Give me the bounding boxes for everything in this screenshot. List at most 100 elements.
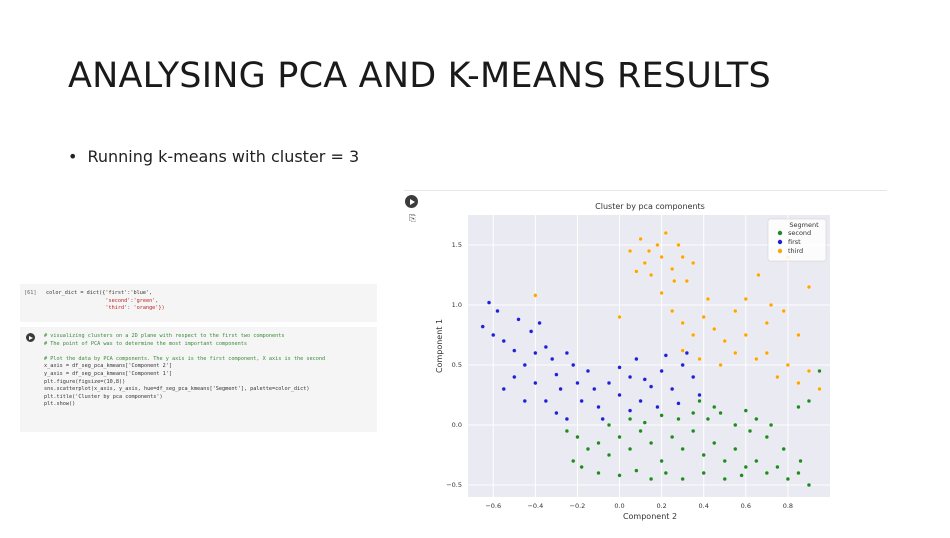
data-point-second — [579, 464, 584, 470]
data-point-first — [486, 300, 492, 305]
code-cell-color-dict[interactable]: [61] color_dict = dict({'first':'blue', … — [20, 284, 377, 322]
x-tick-label: −0.2 — [570, 502, 586, 510]
code-line: x_axis = df_seg_pca_kmeans['Component 2'… — [44, 363, 173, 370]
data-point-first — [564, 350, 570, 356]
data-point-second — [722, 476, 727, 482]
data-point-first — [579, 398, 584, 404]
data-point-third — [722, 338, 727, 344]
bullet-item: • Running k-means with cluster = 3 — [68, 147, 359, 166]
x-tick-label: 0.2 — [656, 502, 666, 510]
data-point-second — [754, 458, 759, 464]
data-point-first — [617, 392, 622, 398]
legend-entry: third — [788, 247, 803, 255]
data-point-second — [712, 440, 717, 446]
data-point-second — [642, 420, 647, 425]
legend-box — [767, 218, 827, 262]
code-line: # Plot the data by PCA components. The y… — [44, 355, 326, 362]
data-point-second — [739, 473, 744, 478]
data-point-first — [627, 408, 633, 413]
data-point-second — [701, 470, 706, 476]
data-point-third — [743, 296, 749, 302]
output-toggle-icon[interactable]: ⎘ — [409, 213, 417, 223]
data-point-first — [512, 374, 517, 380]
data-point-first — [501, 386, 506, 392]
data-point-first — [522, 398, 528, 404]
x-axis-label: Component 2 — [623, 512, 677, 521]
code-cell-scatterplot[interactable]: # visualizing clusters on a 2D plane wit… — [20, 327, 377, 432]
legend-entry: first — [788, 238, 801, 246]
data-point-third — [646, 248, 652, 254]
data-point-second — [596, 440, 601, 446]
data-point-second — [663, 470, 669, 476]
x-tick-label: −0.6 — [485, 502, 501, 510]
data-point-first — [575, 380, 580, 386]
data-point-second — [796, 404, 801, 410]
data-point-second — [680, 476, 685, 482]
plot-area — [468, 215, 830, 497]
data-point-first — [543, 398, 549, 404]
data-point-third — [680, 254, 685, 260]
data-point-second — [775, 464, 780, 470]
data-point-third — [669, 308, 675, 314]
data-point-second — [798, 458, 803, 464]
data-point-second — [575, 434, 580, 440]
data-point-first — [634, 356, 639, 362]
data-point-second — [722, 458, 727, 464]
data-point-second — [754, 416, 759, 422]
data-point-second — [564, 428, 570, 434]
y-axis-label: Component 1 — [435, 319, 444, 373]
x-tick-label: 0.0 — [614, 502, 624, 510]
data-point-second — [806, 482, 812, 488]
x-tick-label: 0.4 — [699, 502, 709, 510]
data-point-second — [617, 434, 622, 440]
run-cell-icon[interactable] — [26, 333, 35, 342]
data-point-second — [701, 452, 706, 458]
y-tick-label: 1.5 — [452, 241, 462, 249]
code-block[interactable]: color_dict = dict({'first':'blue', 'seco… — [46, 290, 165, 313]
data-point-first — [528, 329, 534, 334]
code-line: 'third': 'orange'}) — [46, 305, 165, 312]
data-point-third — [680, 320, 685, 326]
data-point-first — [600, 416, 605, 422]
data-point-second — [648, 440, 654, 446]
y-tick-label: 0.0 — [452, 421, 462, 429]
data-point-third — [659, 254, 664, 260]
legend-marker — [777, 230, 783, 236]
data-point-third — [690, 260, 696, 266]
data-point-third — [712, 326, 717, 332]
data-point-second — [796, 470, 801, 476]
run-output-icon[interactable] — [405, 195, 418, 208]
data-point-third — [684, 278, 690, 284]
code-line: y_axis = df_seg_pca_kmeans['Component 1'… — [44, 370, 173, 377]
data-point-second — [712, 404, 717, 410]
data-point-third — [756, 272, 761, 278]
data-point-second — [817, 368, 822, 374]
bullet-dot-icon: • — [68, 147, 78, 166]
data-point-first — [606, 380, 612, 386]
data-point-second — [659, 458, 664, 464]
data-point-third — [796, 332, 801, 338]
x-tick-label: −0.4 — [527, 502, 543, 510]
x-tick-label: 0.8 — [783, 502, 793, 510]
data-point-first — [592, 386, 597, 392]
data-point-first — [512, 348, 517, 353]
code-block[interactable]: # visualizing clusters on a 2D plane wit… — [44, 333, 325, 409]
data-point-first — [558, 386, 563, 392]
code-line: # visualizing clusters on a 2D plane wit… — [44, 333, 285, 339]
data-point-second — [617, 473, 622, 478]
data-point-second — [690, 428, 696, 434]
data-point-first — [516, 317, 521, 322]
data-point-first — [669, 386, 675, 392]
data-point-first — [549, 356, 555, 362]
data-point-third — [764, 320, 770, 326]
output-divider — [404, 190, 887, 191]
y-tick-label: 0.5 — [452, 361, 462, 369]
data-point-second — [627, 446, 633, 452]
data-point-first — [537, 320, 542, 326]
data-point-third — [680, 348, 685, 353]
data-point-third — [781, 308, 786, 314]
code-line: plt.figure(figsize=(10,8)) — [44, 378, 126, 385]
cell-prompt: [61] — [24, 290, 37, 296]
data-point-second — [571, 458, 576, 464]
data-point-second — [733, 422, 738, 428]
